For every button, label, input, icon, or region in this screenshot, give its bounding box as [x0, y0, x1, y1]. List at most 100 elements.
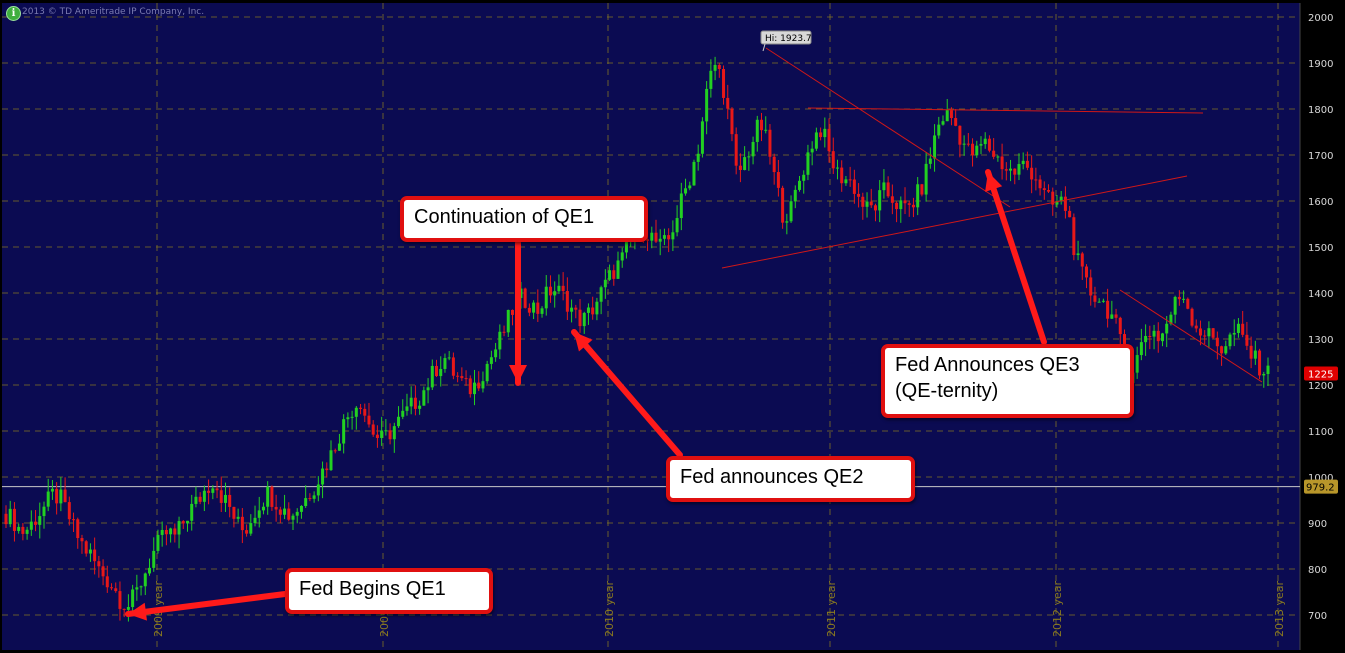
candle-body [624, 240, 628, 253]
candle-body [620, 252, 624, 261]
candle-body [553, 291, 557, 296]
callout-fed-announces-qe2: Fed announces QE2 [666, 456, 915, 502]
candle-body [287, 508, 291, 520]
info-icon[interactable]: i [6, 6, 21, 21]
candle-body [1190, 308, 1194, 326]
candle-body [299, 506, 303, 512]
copyright-text: 2013 © TD Ameritrade IP Company, Inc. [22, 7, 205, 17]
candle-body [612, 270, 616, 279]
high-label-pointer [762, 43, 766, 52]
candle-body [38, 516, 42, 525]
candle-body [751, 141, 755, 157]
candle-body [55, 488, 59, 504]
candle-body [844, 179, 848, 184]
candle-body [409, 397, 413, 407]
candle-body [257, 510, 261, 518]
candle-body [118, 591, 122, 609]
candle-body [949, 110, 953, 119]
candle-body [975, 145, 979, 156]
arrow-qe2-head [574, 332, 593, 352]
candle-body [46, 491, 50, 507]
candle-body [692, 161, 696, 186]
candle-body [857, 193, 861, 197]
candle-body [426, 387, 430, 391]
candle-body [814, 132, 818, 149]
candle-body [219, 490, 223, 503]
candle-body [143, 573, 147, 587]
candle-body [422, 390, 426, 406]
trendline [1119, 289, 1263, 383]
candle-body [540, 308, 544, 314]
candle-body [34, 521, 38, 525]
candle-body [1021, 160, 1025, 165]
x-year-label: 2011 year [825, 580, 838, 637]
candle-body [401, 410, 405, 417]
candle-body [139, 586, 143, 588]
candle-body [329, 450, 333, 471]
x-year-label: 2013 year [1273, 580, 1286, 637]
candle-body [1148, 336, 1152, 338]
candle-body [911, 204, 915, 208]
candle-body [114, 588, 118, 592]
candle-body [333, 450, 337, 452]
candle-body [413, 397, 417, 409]
candle-body [1207, 328, 1211, 337]
y-tick-label: 1000 [1308, 473, 1333, 484]
candle-body [1169, 314, 1173, 324]
candle-body [823, 128, 827, 138]
candle-body [1080, 253, 1084, 267]
candle-body [983, 138, 987, 145]
candle-body [76, 519, 80, 539]
candle-body [122, 608, 126, 610]
candle-body [1211, 328, 1215, 338]
candle-body [979, 144, 983, 146]
candle-body [506, 309, 510, 333]
candle-body [173, 528, 177, 535]
x-year-label: 2012 year [1051, 580, 1064, 637]
candle-body [1262, 374, 1266, 376]
candle-body [700, 121, 704, 154]
candle-body [1160, 333, 1164, 342]
candle-body [148, 567, 152, 574]
candle-body [1042, 188, 1046, 191]
candle-body [903, 200, 907, 204]
candle-body [696, 153, 700, 162]
candle-body [232, 506, 236, 519]
candle-body [810, 148, 814, 153]
candle-body [72, 519, 76, 521]
candle-body [726, 97, 730, 109]
candle-body [110, 587, 114, 589]
candle-body [1076, 253, 1080, 256]
candle-body [325, 468, 329, 471]
arrow-begins-qe1 [125, 591, 288, 617]
candle-body [240, 516, 244, 531]
candle-body [760, 119, 764, 131]
candle-body [734, 134, 738, 166]
y-tick-label: 1300 [1308, 335, 1333, 346]
arrow-qe3-head [985, 172, 1003, 192]
candle-body [781, 187, 785, 223]
candle-body [190, 503, 194, 521]
plot-area [2, 3, 1300, 650]
candle-body [764, 129, 768, 131]
candle-body [473, 382, 477, 395]
candle-body [1258, 350, 1262, 376]
candle-body [312, 495, 316, 499]
candle-body [747, 156, 751, 158]
level-badge [1304, 479, 1338, 494]
candle-body [202, 490, 206, 502]
candle-body [1059, 196, 1063, 202]
candle-body [920, 184, 924, 195]
candle-body [667, 235, 671, 240]
candle-body [797, 180, 801, 190]
candle-body [169, 528, 173, 535]
candle-body [793, 189, 797, 202]
candle-body [895, 202, 899, 210]
candle-body [42, 506, 46, 517]
candle-body [848, 179, 852, 181]
candle-body [291, 515, 295, 520]
candle-body [1203, 335, 1207, 337]
candle-body [646, 239, 650, 241]
candle-body [1232, 332, 1236, 335]
